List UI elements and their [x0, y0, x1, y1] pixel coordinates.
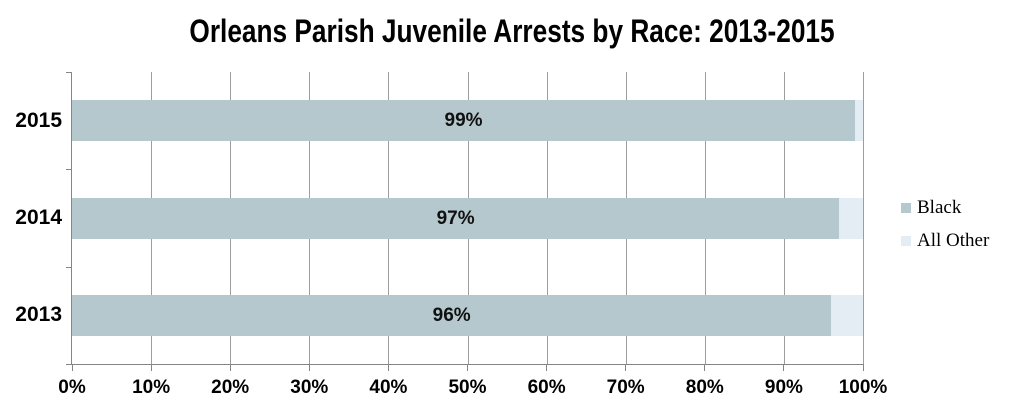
- x-tick: [783, 364, 785, 371]
- x-tick: [229, 364, 231, 371]
- bar-segment-black: [72, 197, 840, 239]
- x-tick-label: 100%: [838, 377, 888, 398]
- x-tick: [387, 364, 389, 371]
- bar-row: 97%: [72, 197, 863, 239]
- bar-segment-all-other: [831, 294, 863, 336]
- y-axis-label: 2013: [15, 303, 62, 327]
- x-tick-label: 90%: [764, 377, 803, 398]
- y-axis-label: 2015: [15, 108, 62, 132]
- y-tick: [66, 169, 72, 170]
- x-tick-label: 0%: [58, 377, 86, 398]
- x-tick: [467, 364, 468, 371]
- x-tick: [862, 364, 864, 371]
- bar-segment-black: [72, 294, 832, 336]
- chart-title: Orleans Parish Juvenile Arrests by Race:…: [189, 13, 835, 49]
- y-axis-label: 2014: [15, 206, 62, 229]
- x-tick-label: 80%: [685, 377, 724, 398]
- x-tick: [546, 364, 548, 371]
- legend-label: Black: [917, 197, 962, 218]
- x-tick-label: 10%: [132, 377, 171, 398]
- bar-row: 99%: [72, 100, 863, 142]
- bar-row: 96%: [72, 294, 863, 336]
- x-tick-label: 40%: [369, 377, 408, 398]
- x-tick: [704, 364, 706, 371]
- y-tick: [66, 364, 72, 365]
- x-tick-label: 20%: [211, 377, 250, 398]
- gridline: [863, 72, 864, 364]
- bar-label: 96%: [432, 304, 471, 326]
- x-tick-label: 50%: [448, 377, 487, 398]
- y-tick: [66, 72, 72, 73]
- legend: Black All Other: [901, 197, 989, 263]
- legend-item-all-other: All Other: [901, 230, 989, 252]
- legend-swatch: [901, 203, 911, 213]
- legend-label: All Other: [917, 230, 990, 251]
- x-tick: [625, 364, 627, 371]
- legend-item-black: Black: [901, 197, 989, 219]
- y-tick: [66, 267, 72, 268]
- bar-segment-all-other: [855, 100, 863, 142]
- plot-area: 99% 97% 96% 0% 10% 20% 30% 40% 50% 60% 70% 80% 90% 1…: [58, 72, 887, 398]
- x-tick: [308, 364, 310, 371]
- bar-segment-all-other: [839, 197, 863, 239]
- bar-label: 99%: [444, 110, 483, 132]
- legend-swatch: [901, 236, 911, 246]
- bar-segment-black: [72, 100, 856, 142]
- x-tick: [71, 364, 73, 371]
- x-tick-label: 60%: [527, 377, 566, 398]
- x-tick: [150, 364, 152, 371]
- x-tick-label: 70%: [606, 377, 645, 398]
- y-axis-labels: 2015 2014 2013: [0, 72, 62, 364]
- bar-label: 97%: [436, 207, 475, 229]
- x-tick-label: 30%: [290, 377, 329, 398]
